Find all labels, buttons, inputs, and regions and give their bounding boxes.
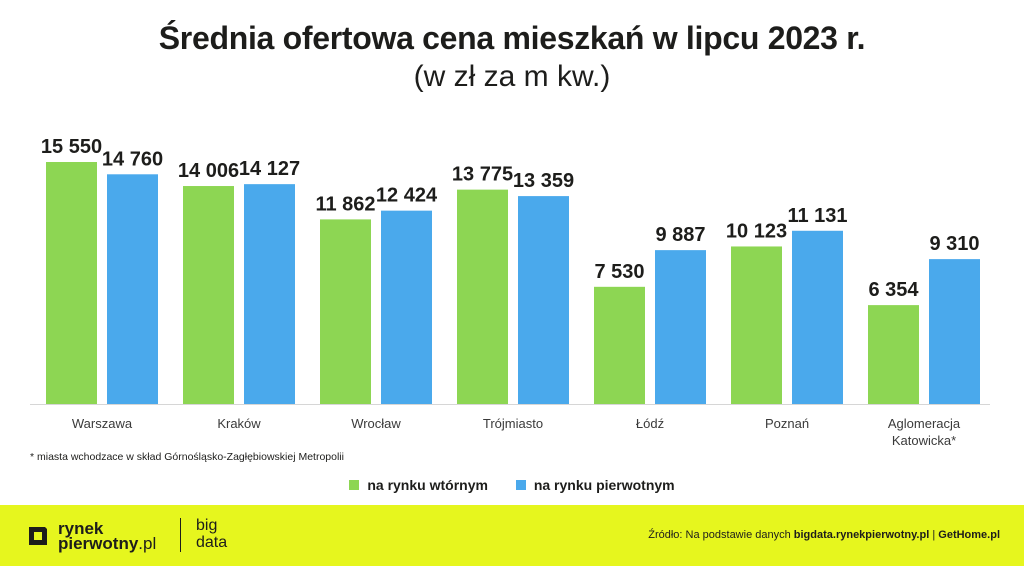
bar-primary-0: [107, 174, 158, 404]
data-label-primary-2: 12 424: [376, 185, 438, 207]
data-label-secondary-1: 14 006: [178, 160, 239, 182]
rynekpierwotny-logo-icon: [29, 527, 47, 545]
category-label-6-line0: Aglomeracja: [888, 416, 961, 431]
bar-secondary-6: [868, 305, 919, 404]
category-label-5: Poznań: [765, 416, 809, 431]
bar-secondary-4: [594, 286, 645, 404]
legend-swatch-primary: [515, 480, 526, 490]
chart-subtitle: (w zł za m kw.): [413, 60, 611, 93]
category-label-2: Wrocław: [351, 416, 401, 431]
data-label-secondary-6: 6 354: [868, 279, 919, 301]
data-label-primary-1: 14 127: [239, 158, 300, 180]
bigdata-line1: big: [196, 517, 218, 534]
logo-wordmark: rynek pierwotny.pl: [58, 519, 157, 553]
data-label-primary-5: 11 131: [787, 205, 847, 227]
data-label-primary-0: 14 760: [102, 148, 163, 170]
data-label-primary-6: 9 310: [929, 233, 979, 255]
logo-line2: pierwotny: [58, 534, 139, 553]
data-label-secondary-4: 7 530: [594, 261, 644, 283]
data-label-secondary-2: 11 862: [315, 193, 375, 215]
source-prefix: Źródło: Na podstawie danych: [648, 529, 794, 541]
rynekpierwotny-logo[interactable]: rynek pierwotny.pl: [26, 518, 156, 554]
bar-secondary-0: [46, 162, 97, 404]
logo-line2-suffix: .pl: [138, 534, 157, 553]
bigdata-logo[interactable]: big data: [196, 517, 227, 551]
bar-primary-6: [929, 259, 980, 404]
source-separator: |: [929, 529, 939, 541]
bar-primary-5: [792, 230, 843, 404]
bar-secondary-1: [183, 186, 234, 404]
bar-primary-2: [381, 210, 432, 404]
data-label-secondary-3: 13 775: [452, 164, 513, 186]
data-label-primary-3: 13 359: [513, 170, 574, 192]
logo-line1: rynek: [58, 519, 104, 538]
footer-bar: rynek pierwotny.pl big data Źródło: Na p…: [0, 505, 1024, 566]
source-link-gethome[interactable]: GetHome.pl: [938, 529, 1000, 541]
data-label-secondary-5: 10 123: [726, 220, 787, 242]
bar-secondary-3: [457, 189, 508, 404]
legend: na rynku wtórnym na rynku pierwotnym: [0, 477, 1024, 493]
category-label-3: Trójmiasto: [483, 416, 543, 431]
category-label-4: Łódź: [636, 416, 664, 431]
legend-label-secondary: na rynku wtórnym: [367, 477, 488, 493]
category-label-6-line1: Katowicka*: [892, 433, 956, 448]
bar-secondary-5: [731, 246, 782, 404]
footnote: * miasta wchodzace w skład Górnośląsko-Z…: [30, 451, 344, 463]
legend-swatch-secondary: [349, 480, 360, 490]
source-link-bigdata[interactable]: bigdata.rynekpierwotny.pl: [793, 529, 930, 541]
bar-primary-3: [518, 196, 569, 404]
data-label-primary-4: 9 887: [655, 224, 705, 246]
category-label-0: Warszawa: [72, 416, 133, 431]
legend-item-secondary: na rynku wtórnym: [349, 477, 488, 493]
data-label-secondary-0: 15 550: [41, 136, 102, 158]
category-label-1: Kraków: [217, 416, 261, 431]
logo-divider: [180, 518, 181, 552]
source-note: Źródło: Na podstawie danych bigdata.ryne…: [648, 529, 1000, 541]
bar-primary-1: [244, 184, 295, 404]
bar-secondary-2: [320, 219, 371, 404]
bar-primary-4: [655, 250, 706, 404]
bigdata-line2: data: [196, 534, 228, 551]
legend-label-primary: na rynku pierwotnym: [533, 477, 675, 493]
legend-item-primary: na rynku pierwotnym: [515, 477, 675, 493]
chart-title: Średnia ofertowa cena mieszkań w lipcu 2…: [158, 20, 866, 56]
